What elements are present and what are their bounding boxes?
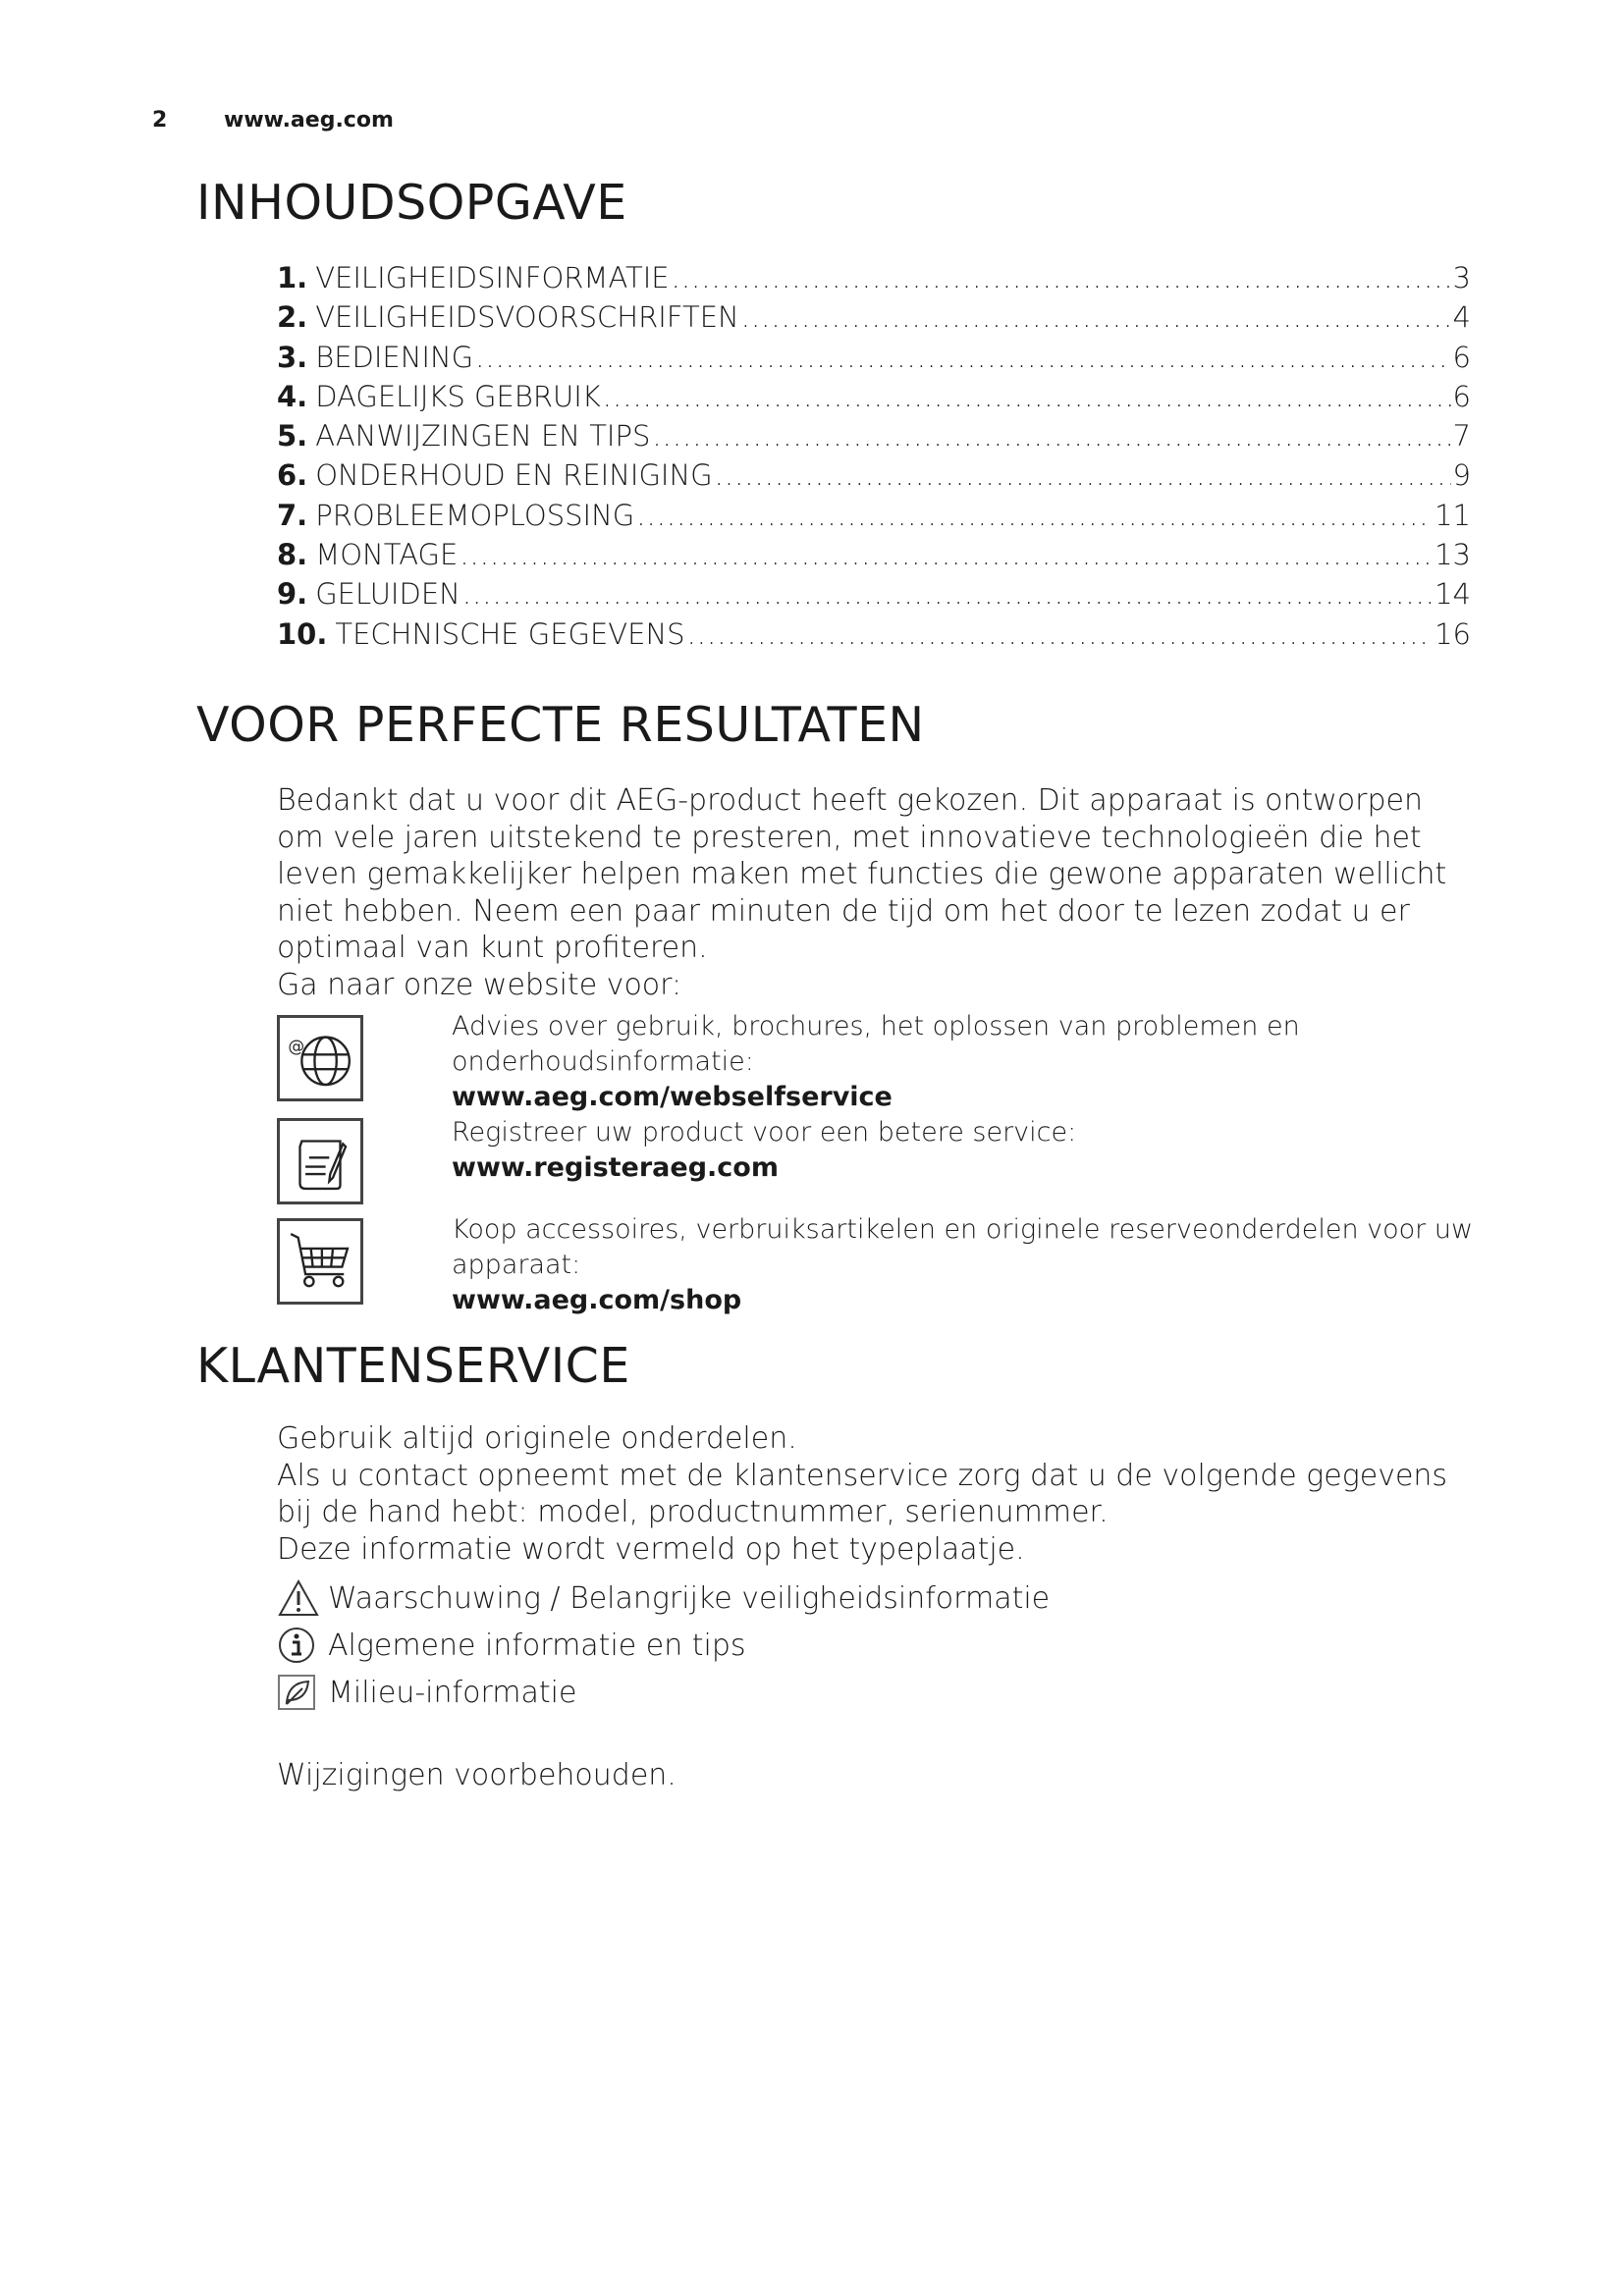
toc-label: DAGELIJKS GEBRUIK xyxy=(315,379,601,413)
header-url[interactable]: www.aeg.com xyxy=(224,108,394,133)
text-line: Bedankt dat u voor dit AEG-product heeft… xyxy=(277,783,1423,818)
intro-paragraph: Bedankt dat u voor dit AEG-product heeft… xyxy=(277,782,1455,1004)
toc-page: 4 xyxy=(1452,300,1471,335)
legend-warning: Waarschuwing / Belangrijke veiligheidsin… xyxy=(277,1578,1050,1618)
link-description: Registreer uw product voor een betere se… xyxy=(452,1117,1077,1148)
toc-leader xyxy=(603,380,1451,413)
toc-entry[interactable]: 10.TECHNISCHE GEGEVENS 16 xyxy=(277,617,1471,657)
legend-info: Algemene informatie en tips xyxy=(277,1626,746,1665)
link-description: Koop accessoires, verbruiksartikelen en … xyxy=(452,1214,1474,1280)
toc-label: VEILIGHEIDSVOORSCHRIFTEN xyxy=(315,300,739,335)
link-url[interactable]: www.aeg.com/shop xyxy=(452,1285,742,1315)
toc-page: 3 xyxy=(1452,261,1471,294)
toc-label: GELUIDEN xyxy=(315,577,460,612)
page-number: 2 xyxy=(152,108,168,133)
service-paragraph: Gebruik altijd originele onderdelen. Als… xyxy=(277,1420,1455,1568)
toc-leader xyxy=(672,261,1451,294)
link-url[interactable]: www.registeraeg.com xyxy=(452,1152,779,1183)
toc-page: 7 xyxy=(1452,419,1471,454)
legend-environment: Milieu-informatie xyxy=(277,1673,576,1712)
toc-entry[interactable]: 2.VEILIGHEIDSVOORSCHRIFTEN 4 xyxy=(277,300,1471,340)
toc-number: 6. xyxy=(277,458,308,493)
toc-leader xyxy=(636,499,1433,532)
toc-leader xyxy=(652,419,1450,453)
text-line: Als u contact opneemt met de klantenserv… xyxy=(277,1458,1448,1493)
legend-label: Algemene informatie en tips xyxy=(328,1628,746,1663)
toc-leader xyxy=(462,577,1433,611)
svg-text:@: @ xyxy=(288,1036,304,1055)
toc-page: 14 xyxy=(1435,577,1471,612)
text-line: Deze informatie wordt vermeld op het typ… xyxy=(277,1531,1025,1567)
text-line: om vele jaren uitstekend te presteren, m… xyxy=(277,820,1422,855)
footer-note: Wijzigingen voorbehouden. xyxy=(277,1758,677,1792)
link-webselfservice: Advies over gebruik, brochures, het oplo… xyxy=(452,1009,1483,1115)
toc-label: VEILIGHEIDSINFORMATIE xyxy=(315,261,670,294)
toc-number: 10. xyxy=(277,616,328,651)
globe-icon: @ xyxy=(277,1015,363,1101)
toc-number: 1. xyxy=(277,261,308,294)
toc-entry[interactable]: 5.AANWIJZINGEN EN TIPS 7 xyxy=(277,419,1471,458)
link-description: Advies over gebruik, brochures, het oplo… xyxy=(452,1011,1300,1077)
legend-label: Waarschuwing / Belangrijke veiligheidsin… xyxy=(328,1580,1051,1616)
toc-label: PROBLEEMOPLOSSING xyxy=(315,498,635,532)
text-line: bij de hand hebt: model, productnummer, … xyxy=(277,1495,1109,1530)
toc-title: INHOUDSOPGAVE xyxy=(196,175,627,231)
text-line: optimaal van kunt profiteren. xyxy=(277,931,708,966)
service-title: KLANTENSERVICE xyxy=(196,1338,630,1394)
toc-page: 9 xyxy=(1452,458,1471,493)
toc-entry[interactable]: 7.PROBLEEMOPLOSSING 11 xyxy=(277,499,1471,538)
toc-page: 6 xyxy=(1452,340,1471,374)
toc-number: 7. xyxy=(277,498,308,532)
toc-page: 6 xyxy=(1452,379,1471,413)
toc-leader xyxy=(687,617,1434,651)
toc-number: 8. xyxy=(277,538,308,572)
toc-label: ONDERHOUD EN REINIGING xyxy=(315,458,713,493)
toc-leader xyxy=(715,458,1451,492)
toc-page: 16 xyxy=(1435,616,1471,651)
legend-label: Milieu-informatie xyxy=(328,1675,577,1710)
toc-number: 2. xyxy=(277,300,308,335)
toc-entry[interactable]: 4.DAGELIJKS GEBRUIK 6 xyxy=(277,380,1471,419)
toc-entry[interactable]: 8.MONTAGE 13 xyxy=(277,538,1471,577)
text-line: Gebruik altijd originele onderdelen. xyxy=(277,1421,797,1456)
toc-entry[interactable]: 3.BEDIENING 6 xyxy=(277,341,1471,380)
info-icon xyxy=(279,1628,314,1663)
toc-label: AANWIJZINGEN EN TIPS xyxy=(315,419,651,454)
register-icon xyxy=(277,1118,363,1204)
toc-leader xyxy=(460,538,1433,571)
toc-page: 13 xyxy=(1435,538,1471,572)
cart-icon xyxy=(277,1218,363,1305)
toc-number: 5. xyxy=(277,419,308,454)
text-line: leven gemakkelijker helpen maken met fun… xyxy=(277,857,1447,892)
perfect-title: VOOR PERFECTE RESULTATEN xyxy=(196,697,925,753)
toc-entry[interactable]: 6.ONDERHOUD EN REINIGING 9 xyxy=(277,458,1471,498)
text-line: Ga naar onze website voor: xyxy=(277,967,682,1002)
toc-label: MONTAGE xyxy=(315,538,459,572)
link-shop: Koop accessoires, verbruiksartikelen en … xyxy=(452,1212,1483,1318)
toc-entry[interactable]: 1.VEILIGHEIDSINFORMATIE 3 xyxy=(277,261,1471,300)
toc-number: 9. xyxy=(277,577,308,612)
link-url[interactable]: www.aeg.com/webselfservice xyxy=(452,1082,893,1112)
warning-icon xyxy=(278,1578,319,1616)
link-register: Registreer uw product voor een betere se… xyxy=(452,1115,1483,1186)
toc-label: BEDIENING xyxy=(315,340,474,374)
leaf-icon xyxy=(278,1675,315,1710)
toc-entry[interactable]: 9.GELUIDEN 14 xyxy=(277,577,1471,616)
toc-leader xyxy=(475,341,1450,374)
toc-number: 4. xyxy=(277,379,308,413)
toc-page: 11 xyxy=(1435,498,1471,532)
text-line: niet hebben. Neem een paar minuten de ti… xyxy=(277,893,1410,929)
toc-number: 3. xyxy=(277,340,308,374)
table-of-contents: (function(){const d=JSON.parse(document.… xyxy=(277,261,1471,657)
toc-leader xyxy=(741,300,1451,334)
toc-label: TECHNISCHE GEGEVENS xyxy=(335,616,685,651)
